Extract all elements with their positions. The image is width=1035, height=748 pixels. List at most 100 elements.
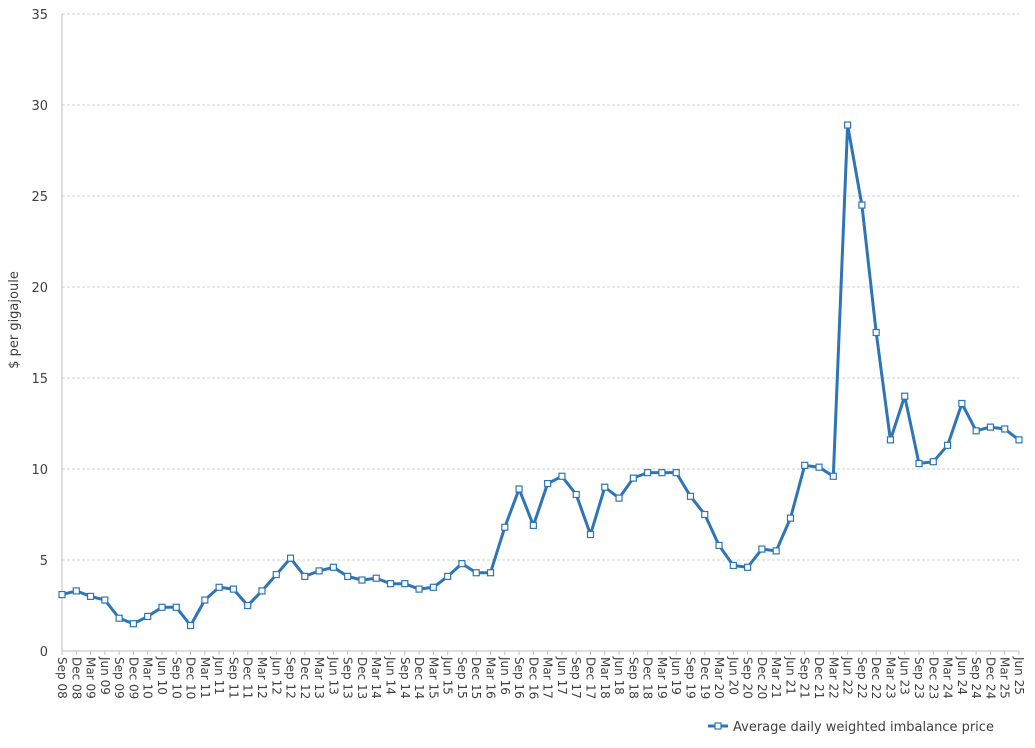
- x-tick-label: Dec 20: [755, 657, 769, 699]
- data-point: [315, 567, 323, 575]
- y-tick-label: 35: [31, 8, 48, 23]
- x-tick-label: Dec 16: [526, 657, 540, 699]
- x-tick-label: Jun 22: [841, 656, 855, 695]
- data-point: [786, 514, 795, 522]
- x-tick-label: Dec 22: [869, 657, 883, 699]
- data-point: [429, 583, 437, 591]
- data-point: [472, 569, 480, 577]
- data-point: [901, 392, 909, 400]
- legend-label: Average daily weighted imbalance price: [733, 720, 994, 735]
- x-tick-label: Jun 13: [326, 656, 340, 695]
- data-point: [215, 583, 223, 591]
- x-tick-label: Sep 10: [169, 657, 183, 699]
- data-point: [201, 596, 209, 604]
- data-point: [872, 328, 880, 337]
- x-tick-label: Mar 20: [712, 657, 726, 699]
- x-tick-label: Mar 09: [84, 657, 98, 699]
- data-point: [272, 570, 280, 579]
- x-tick-label: Dec 11: [241, 657, 255, 699]
- data-point: [958, 399, 966, 408]
- x-tick-label: Dec 19: [698, 657, 712, 699]
- data-point: [158, 603, 166, 611]
- x-tick-label: Dec 14: [412, 657, 426, 699]
- data-point: [186, 621, 195, 630]
- data-point: [544, 479, 552, 488]
- data-point: [372, 574, 380, 582]
- data-point: [572, 490, 580, 499]
- x-tick-label: Jun 23: [898, 656, 912, 695]
- x-tick-label: Sep 18: [626, 657, 640, 699]
- x-tick-label: Dec 08: [69, 657, 83, 699]
- data-point: [444, 572, 452, 580]
- x-tick-label: Jun 12: [269, 656, 283, 695]
- y-tick-label: 20: [31, 281, 48, 296]
- x-tick-label: Mar 16: [484, 657, 498, 699]
- data-point: [1015, 436, 1023, 444]
- data-point: [329, 563, 337, 571]
- data-point: [1001, 425, 1009, 433]
- data-point: [58, 590, 66, 599]
- x-tick-label: Sep 22: [855, 657, 869, 699]
- x-tick-label: Dec 12: [298, 657, 312, 699]
- data-point: [943, 441, 952, 449]
- x-tick-label: Jun 18: [612, 656, 626, 695]
- data-point: [772, 547, 780, 555]
- y-axis-label: $ per gigajoule: [7, 271, 22, 369]
- data-point: [172, 603, 180, 611]
- data-point: [344, 572, 352, 580]
- x-tick-label: Jun 17: [555, 656, 569, 695]
- x-tick-label: Mar 18: [598, 657, 612, 699]
- data-point: [358, 576, 366, 584]
- x-tick-label: Sep 20: [741, 657, 755, 699]
- x-tick-label: Mar 17: [541, 657, 555, 699]
- data-point: [672, 469, 680, 477]
- y-tick-label: 10: [31, 463, 48, 478]
- x-tick-labels: Sep 08 Dec 08 Mar 09 Jun 09 Sep 09 Dec 09 Mar …: [55, 651, 1026, 699]
- data-point: [729, 561, 737, 570]
- x-tick-label: Dec 24: [983, 657, 997, 699]
- data-point: [658, 469, 666, 477]
- x-tick-label: Dec 18: [641, 657, 655, 699]
- y-tick-labels: 0 5 10 15 20 25 30 35: [31, 8, 48, 660]
- data-point: [644, 469, 652, 477]
- x-tick-label: Dec 10: [184, 657, 198, 699]
- x-tick-label: Mar 15: [426, 657, 440, 699]
- data-point: [286, 554, 295, 562]
- x-tick-label: Jun 15: [441, 656, 455, 695]
- y-tick-label: 0: [40, 645, 48, 660]
- data-point: [815, 463, 823, 471]
- y-tick-label: 15: [31, 372, 48, 387]
- x-tick-label: Jun 21: [783, 656, 797, 695]
- data-point: [829, 472, 837, 480]
- legend-marker-swatch: [714, 722, 722, 730]
- data-point: [229, 585, 238, 593]
- x-tick-label: Mar 11: [198, 657, 212, 699]
- x-tick-label: Sep 15: [455, 657, 469, 699]
- x-tick-label: Dec 13: [355, 657, 369, 699]
- data-point: [929, 458, 937, 466]
- x-tick-label: Sep 24: [969, 657, 983, 699]
- data-point: [258, 587, 266, 595]
- gridlines: [62, 13, 1019, 561]
- data-point: [972, 427, 980, 435]
- x-tick-label: Mar 13: [312, 657, 326, 699]
- x-tick-label: Dec 15: [469, 657, 483, 699]
- data-point: [758, 545, 766, 553]
- x-tick-label: Sep 08: [55, 657, 69, 699]
- x-tick-label: Jun 19: [669, 656, 683, 695]
- x-tick-label: Sep 12: [284, 657, 298, 699]
- series-layer: [58, 121, 1023, 630]
- x-tick-label: Sep 14: [398, 657, 412, 699]
- x-tick-label: Sep 13: [341, 657, 355, 699]
- data-point: [458, 560, 466, 568]
- y-tick-label: 30: [31, 99, 48, 114]
- data-point: [301, 572, 309, 580]
- data-point: [501, 523, 509, 531]
- x-tick-label: Mar 12: [255, 657, 269, 699]
- data-point: [858, 201, 866, 209]
- data-point: [558, 472, 566, 480]
- data-point: [115, 614, 123, 622]
- data-point: [744, 563, 752, 571]
- x-tick-label: Jun 25: [1012, 656, 1026, 695]
